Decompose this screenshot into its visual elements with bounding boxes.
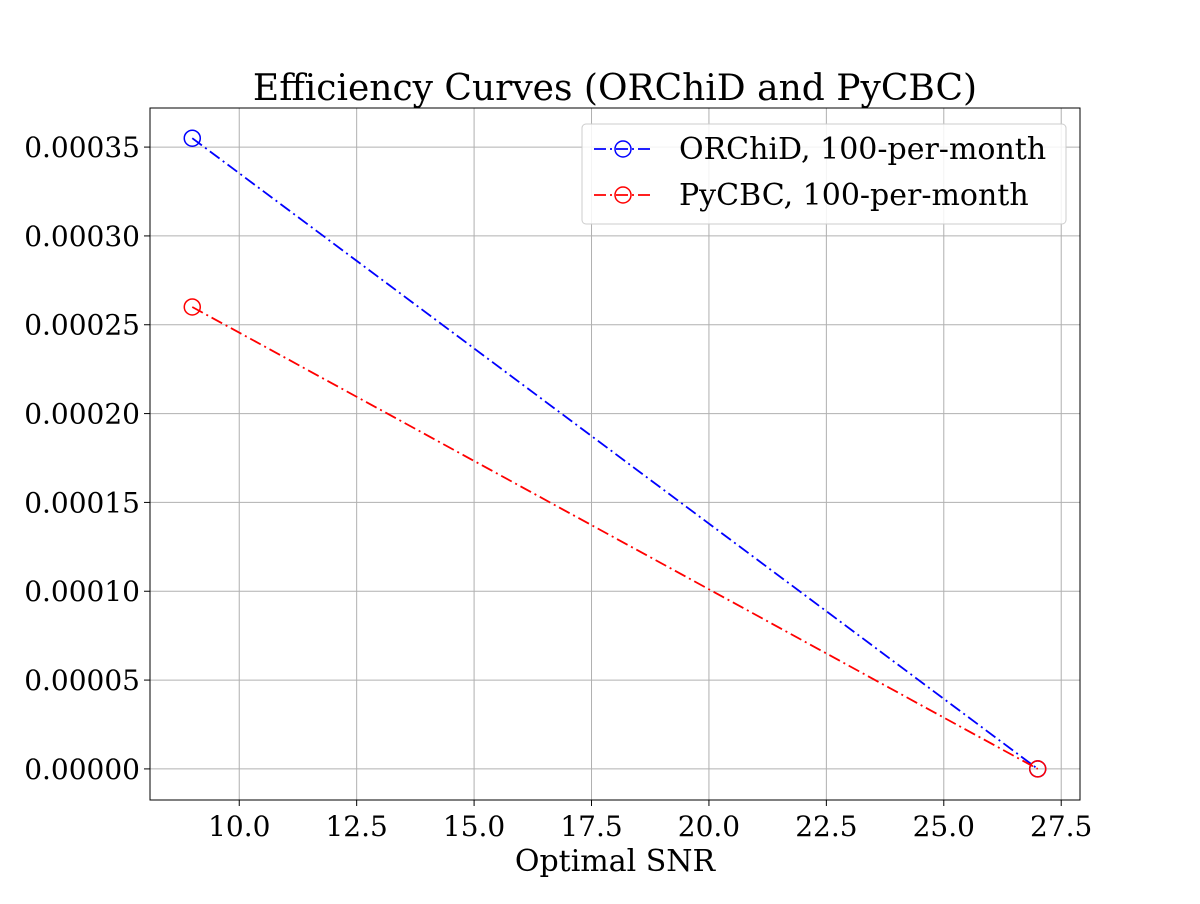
x-tick-label: 27.5	[1030, 810, 1092, 843]
legend-label-1: PyCBC, 100-per-month	[679, 178, 1029, 213]
x-tick-label: 22.5	[795, 810, 857, 843]
x-tick-label: 17.5	[560, 810, 622, 843]
series-line-0	[191, 137, 1039, 770]
y-tick-label: 0.00010	[24, 575, 140, 608]
x-tick-label: 25.0	[913, 810, 975, 843]
y-tick-label: 0.00005	[24, 664, 140, 697]
y-tick-label: 0.00000	[24, 753, 140, 786]
legend-marker-1	[614, 186, 632, 204]
series-layer	[183, 129, 1047, 778]
series-point-0	[183, 129, 202, 147]
y-tick-label: 0.00030	[24, 220, 140, 253]
legend-frame	[581, 123, 1067, 225]
legend-marker-0	[614, 140, 632, 158]
y-tick-label: 0.00020	[24, 398, 140, 431]
y-tick-label: 0.00015	[24, 486, 140, 519]
y-axis-ticks: 0.00000 0.00005 0.00010 0.00015 0.00020 0.000…	[24, 131, 150, 786]
series-line-1	[191, 306, 1039, 770]
x-tick-label: 15.0	[443, 810, 505, 843]
y-tick-label: 0.00025	[24, 309, 140, 342]
y-tick-label: 0.00035	[24, 131, 140, 164]
x-axis-ticks: 10.0 12.5 15.0 17.5 20.0 22.5 25.0 27.5	[208, 800, 1092, 843]
x-tick-label: 12.5	[325, 810, 387, 843]
plot-area-frame	[149, 107, 1081, 801]
series-point-1	[183, 298, 202, 316]
legend-label-0: ORChiD, 100-per-month	[679, 132, 1046, 167]
series-point-1	[1028, 760, 1047, 778]
x-tick-label: 10.0	[208, 810, 270, 843]
chart-title: Efficiency Curves (ORChiD and PyCBC)	[253, 68, 977, 109]
x-tick-label: 20.0	[678, 810, 740, 843]
x-axis-label: Optimal SNR	[515, 844, 717, 879]
legend: ORChiD, 100-per-month PyCBC, 100-per-mont…	[581, 123, 1067, 225]
